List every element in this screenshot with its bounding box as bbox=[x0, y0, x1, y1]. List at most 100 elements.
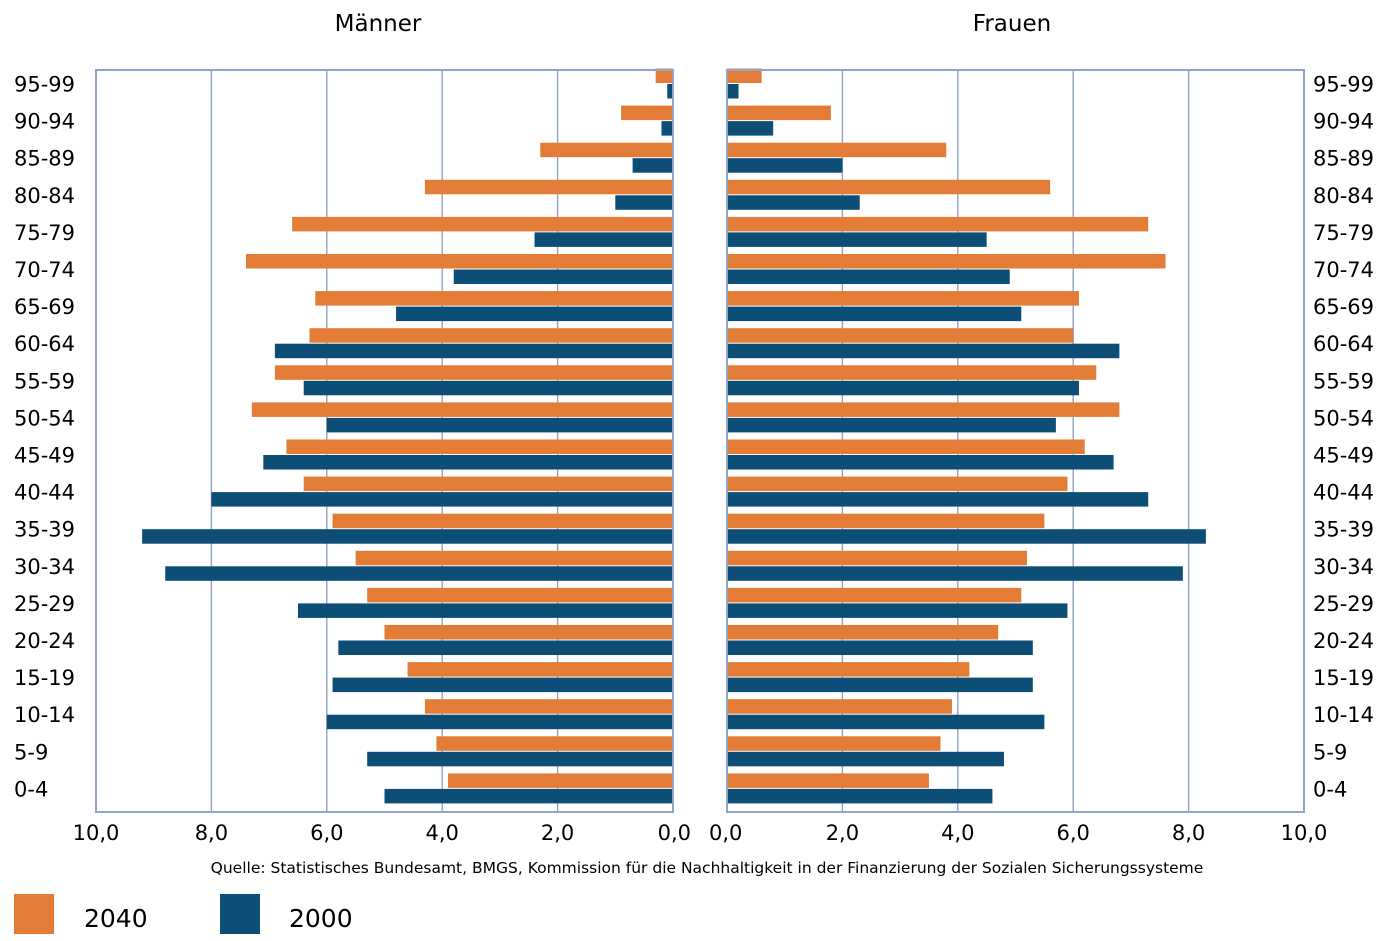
bar-frauen-2000-35-39 bbox=[727, 529, 1206, 544]
bar-frauen-2040-70-74 bbox=[727, 254, 1166, 269]
age-label-right: 25-29 bbox=[1313, 592, 1374, 616]
age-label-right: 50-54 bbox=[1313, 406, 1374, 430]
bar-frauen-2000-65-69 bbox=[727, 306, 1022, 322]
bar-maenner-2040-45-49 bbox=[286, 439, 673, 454]
bar-frauen-2040-30-34 bbox=[727, 550, 1028, 566]
x-tick-label: 0,0 bbox=[709, 821, 742, 845]
bar-maenner-2000-0-4 bbox=[384, 788, 673, 804]
bar-frauen-2000-45-49 bbox=[727, 455, 1114, 470]
bar-maenner-2040-80-84 bbox=[424, 179, 673, 195]
age-label-left: 10-14 bbox=[14, 703, 75, 727]
age-label-left: 40-44 bbox=[14, 481, 75, 505]
bar-maenner-2000-10-14 bbox=[326, 714, 673, 730]
age-label-right: 10-14 bbox=[1313, 703, 1374, 727]
bar-maenner-2000-60-64 bbox=[274, 343, 673, 359]
bar-frauen-2040-40-44 bbox=[727, 476, 1068, 492]
bar-maenner-2040-55-59 bbox=[274, 365, 673, 380]
age-label-right: 65-69 bbox=[1313, 295, 1374, 319]
age-label-left: 65-69 bbox=[14, 295, 75, 319]
labels-layer: 95-99 95-99 90-94 90-94 85-89 85-89 80-84 80-84… bbox=[14, 73, 1374, 846]
legend-label-2040: 2040 bbox=[84, 904, 148, 933]
age-label-right: 55-59 bbox=[1313, 369, 1374, 393]
bar-maenner-2040-60-64 bbox=[309, 328, 673, 343]
bar-frauen-2000-15-19 bbox=[727, 677, 1033, 693]
bar-maenner-2040-85-89 bbox=[540, 142, 673, 158]
bar-maenner-2040-30-34 bbox=[355, 550, 673, 566]
bar-maenner-2000-75-79 bbox=[534, 232, 673, 247]
age-label-left: 75-79 bbox=[14, 221, 75, 245]
bar-maenner-2040-10-14 bbox=[424, 699, 673, 714]
bar-frauen-2000-80-84 bbox=[727, 195, 860, 210]
bar-maenner-2000-65-69 bbox=[396, 306, 673, 322]
bar-maenner-2000-20-24 bbox=[338, 640, 673, 655]
age-label-right: 95-99 bbox=[1313, 73, 1374, 97]
bar-maenner-2000-35-39 bbox=[142, 529, 673, 544]
bar-frauen-2000-85-89 bbox=[727, 158, 843, 173]
x-tick-label: 4,0 bbox=[425, 821, 458, 845]
age-label-right: 15-19 bbox=[1313, 666, 1374, 690]
bar-maenner-2000-95-99 bbox=[667, 84, 673, 99]
age-label-right: 5-9 bbox=[1313, 740, 1347, 764]
x-tick-label: 0,0 bbox=[658, 821, 691, 845]
source-note: Quelle: Statistisches Bundesamt, BMGS, K… bbox=[211, 859, 1204, 877]
x-tick-label: 2,0 bbox=[541, 821, 574, 845]
bar-frauen-2000-20-24 bbox=[727, 640, 1033, 655]
age-label-right: 85-89 bbox=[1313, 147, 1374, 171]
bar-maenner-2000-25-29 bbox=[297, 603, 673, 618]
bar-frauen-2040-95-99 bbox=[727, 68, 762, 83]
bar-maenner-2000-70-74 bbox=[453, 269, 673, 284]
bar-maenner-2040-0-4 bbox=[447, 773, 673, 788]
x-tick-label: 8,0 bbox=[195, 821, 228, 845]
bar-frauen-2000-90-94 bbox=[727, 121, 774, 136]
bar-maenner-2040-70-74 bbox=[246, 254, 673, 269]
x-tick-label: 10,0 bbox=[1281, 821, 1328, 845]
bar-frauen-2040-85-89 bbox=[727, 142, 947, 158]
bar-maenner-2040-50-54 bbox=[251, 402, 674, 417]
age-label-left: 70-74 bbox=[14, 258, 75, 282]
legend-swatch-2000 bbox=[220, 894, 260, 934]
age-label-left: 35-39 bbox=[14, 518, 75, 542]
bars-layer bbox=[142, 68, 1206, 804]
age-label-right: 70-74 bbox=[1313, 258, 1374, 282]
bar-maenner-2000-80-84 bbox=[615, 195, 673, 210]
age-label-right: 60-64 bbox=[1313, 332, 1374, 356]
age-label-left: 45-49 bbox=[14, 444, 75, 468]
bar-maenner-2040-5-9 bbox=[436, 736, 673, 751]
bar-frauen-2000-75-79 bbox=[727, 232, 987, 247]
age-label-right: 35-39 bbox=[1313, 518, 1374, 542]
bar-maenner-2040-15-19 bbox=[407, 662, 673, 677]
age-label-right: 45-49 bbox=[1313, 444, 1374, 468]
bar-maenner-2040-25-29 bbox=[367, 587, 673, 603]
bar-frauen-2040-90-94 bbox=[727, 105, 831, 121]
bar-frauen-2000-0-4 bbox=[727, 788, 993, 804]
x-tick-label: 6,0 bbox=[310, 821, 343, 845]
bar-maenner-2000-15-19 bbox=[332, 677, 673, 693]
age-label-left: 60-64 bbox=[14, 332, 75, 356]
bar-frauen-2000-70-74 bbox=[727, 269, 1010, 284]
age-label-left: 15-19 bbox=[14, 666, 75, 690]
panel-title-frauen: Frauen bbox=[973, 11, 1051, 37]
bar-maenner-2000-40-44 bbox=[211, 492, 673, 507]
age-label-left: 5-9 bbox=[14, 740, 48, 764]
bar-frauen-2000-55-59 bbox=[727, 380, 1079, 396]
age-label-right: 0-4 bbox=[1313, 777, 1347, 801]
bar-frauen-2040-0-4 bbox=[727, 773, 929, 788]
age-label-left: 20-24 bbox=[14, 629, 75, 653]
bar-maenner-2040-90-94 bbox=[621, 105, 673, 121]
bar-maenner-2040-35-39 bbox=[332, 513, 673, 529]
bar-frauen-2040-15-19 bbox=[727, 662, 970, 677]
age-label-left: 0-4 bbox=[14, 777, 48, 801]
age-label-left: 30-34 bbox=[14, 555, 75, 579]
age-label-left: 25-29 bbox=[14, 592, 75, 616]
bar-maenner-2040-20-24 bbox=[384, 625, 673, 640]
bar-frauen-2000-50-54 bbox=[727, 417, 1056, 433]
bar-maenner-2000-90-94 bbox=[661, 121, 673, 136]
frame-layer bbox=[95, 69, 1305, 813]
age-label-right: 90-94 bbox=[1313, 110, 1374, 134]
bar-maenner-2040-75-79 bbox=[292, 216, 673, 232]
bar-maenner-2000-55-59 bbox=[303, 380, 673, 396]
age-label-right: 30-34 bbox=[1313, 555, 1374, 579]
bar-frauen-2040-80-84 bbox=[727, 179, 1051, 195]
